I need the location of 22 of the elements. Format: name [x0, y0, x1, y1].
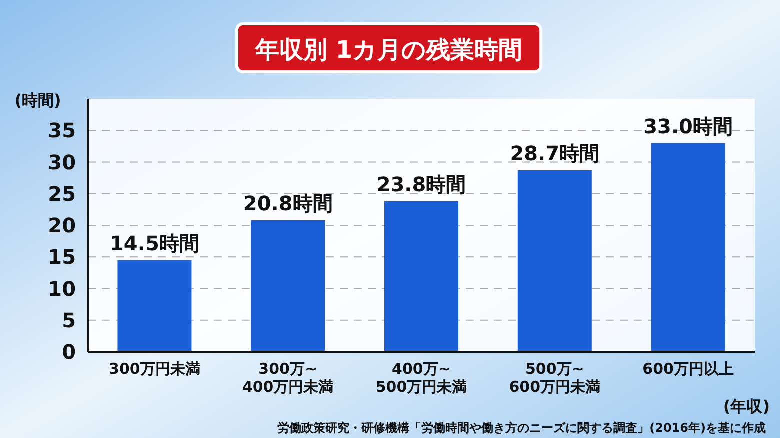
xlabel: (年収) [723, 397, 770, 416]
y-tick-label: 30 [48, 150, 76, 174]
title: 年収別 1カ月の残業時間 [255, 36, 523, 64]
x-tick-label: 500万~ 600万円未満 [509, 360, 601, 396]
data-label: 20.8時間 [243, 191, 333, 216]
y-tick-label: 25 [48, 182, 76, 206]
y-tick-label: 5 [62, 308, 76, 332]
data-label: 23.8時間 [376, 172, 466, 196]
x-tick-label: 600万円以上 [642, 360, 734, 378]
x-tick-label: 300万円未満 [109, 360, 200, 378]
x-tick-label: 400万~ 500万円未満 [376, 360, 468, 396]
text: 労働政策研究・研修機構「労働時間や働き方のニーズに関する調査」(2016年)を基に作成 [278, 421, 766, 435]
y-tick-label: 20 [48, 214, 76, 238]
ylabel: (時間) [14, 91, 62, 110]
y-tick-label: 15 [48, 245, 76, 270]
y-tick-label: 35 [48, 118, 76, 143]
data-label: 33.0時間 [644, 114, 733, 138]
data-label: 14.5時間 [110, 231, 200, 256]
x-tick-label: 300万~ 400万円未満 [242, 360, 334, 396]
data-label: 28.7時間 [510, 141, 600, 166]
y-tick-label: 0 [62, 340, 76, 364]
y-tick-label: 10 [48, 276, 76, 301]
